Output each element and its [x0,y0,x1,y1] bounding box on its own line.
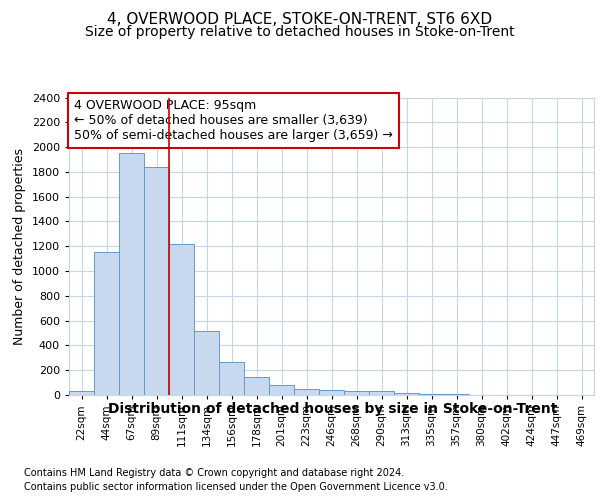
Bar [294,389,319,395]
Bar [444,394,469,395]
Bar [394,393,419,395]
Text: Size of property relative to detached houses in Stoke-on-Trent: Size of property relative to detached ho… [85,25,515,39]
Text: 4 OVERWOOD PLACE: 95sqm
← 50% of detached houses are smaller (3,639)
50% of semi: 4 OVERWOOD PLACE: 95sqm ← 50% of detache… [74,99,393,142]
Bar [194,330,219,395]
Bar [94,252,119,395]
Text: Contains HM Land Registry data © Crown copyright and database right 2024.: Contains HM Land Registry data © Crown c… [24,468,404,477]
Bar [319,390,344,395]
Bar [344,390,369,395]
Bar [169,244,194,395]
Bar [244,377,269,395]
Text: 4, OVERWOOD PLACE, STOKE-ON-TRENT, ST6 6XD: 4, OVERWOOD PLACE, STOKE-ON-TRENT, ST6 6… [107,12,493,28]
Y-axis label: Number of detached properties: Number of detached properties [13,148,26,345]
Bar [219,362,244,395]
Bar [144,167,169,395]
Bar [419,394,444,395]
Text: Contains public sector information licensed under the Open Government Licence v3: Contains public sector information licen… [24,482,448,492]
Bar [369,390,394,395]
Text: Distribution of detached houses by size in Stoke-on-Trent: Distribution of detached houses by size … [109,402,557,416]
Bar [69,392,94,395]
Bar [119,154,144,395]
Bar [269,385,294,395]
